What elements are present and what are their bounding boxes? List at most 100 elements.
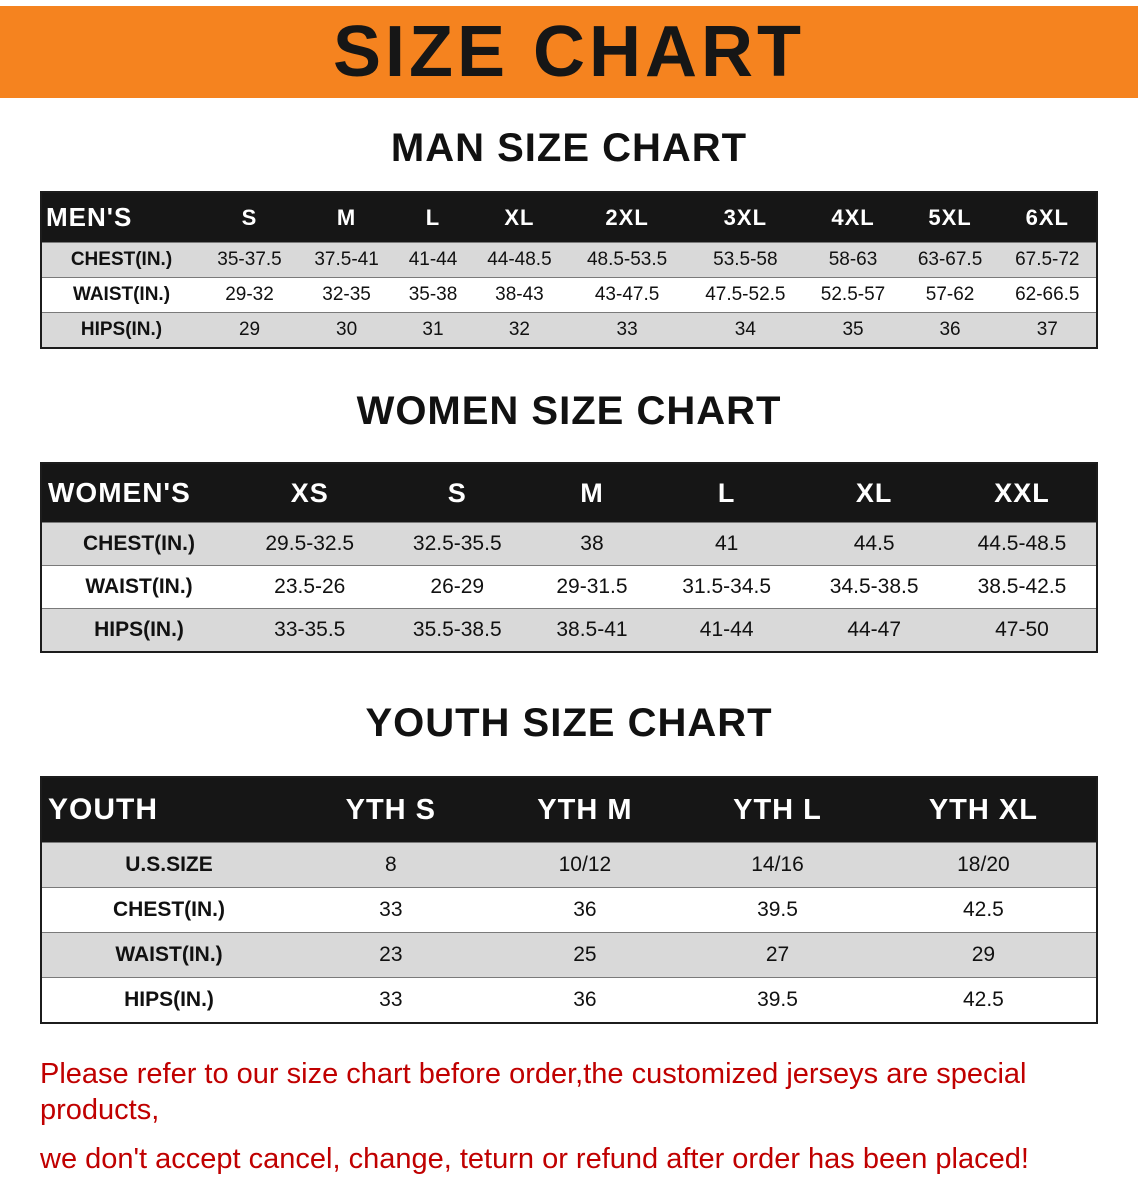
value-cell: 29-31.5 (556, 575, 628, 598)
value-cell: 29 (238, 319, 261, 340)
value-cell: 44-48.5 (487, 249, 552, 270)
men-size-section: MAN SIZE CHART MEN'S S M L XL 2XL 3XL 4XL 5XL 6XL… (0, 126, 1138, 349)
table-row: HIPS(IN.) 33-35.5 35.5-38.5 38.5-41 41-44 44-… (41, 608, 1097, 652)
table-row: WAIST(IN.) 23.5-26 26-29 29-31.5 31.5-34.5 34… (41, 565, 1097, 609)
size-header-cell: M (531, 463, 653, 523)
value-cell: 52.5-57 (820, 284, 886, 305)
value-cell: 58-63 (828, 249, 878, 270)
size-header-cell: M (298, 192, 396, 243)
value-cell: 39.5 (757, 988, 798, 1011)
table-row: CHEST(IN.) 35-37.5 37.5-41 41-44 44-48.5 48.5… (41, 242, 1097, 278)
value-cell: 14/16 (751, 853, 804, 876)
row-label-cell: CHEST(IN.) (70, 249, 173, 270)
value-cell: 36 (573, 898, 597, 921)
value-cell: 35-37.5 (217, 249, 282, 270)
value-cell: 33 (379, 988, 403, 1011)
size-header-cell: S (201, 192, 299, 243)
size-header-cell: XXL (947, 463, 1097, 523)
table-row: CHEST(IN.) 29.5-32.5 32.5-35.5 38 41 44.5 44.5… (41, 522, 1097, 566)
value-cell: 34.5-38.5 (829, 575, 919, 598)
value-cell: 8 (384, 853, 397, 876)
notice-line-1: Please refer to our size chart before or… (40, 1058, 1027, 1127)
value-cell: 41 (714, 532, 739, 555)
value-cell: 23 (379, 943, 403, 966)
value-cell: 35.5-38.5 (412, 618, 502, 641)
row-label-cell: U.S.SIZE (125, 853, 213, 876)
value-cell: 35 (842, 319, 864, 340)
table-row: HIPS(IN.) 29 30 31 32 33 34 35 36 37 (41, 312, 1097, 348)
size-header-cell: XL (800, 463, 948, 523)
size-header-cell: L (652, 463, 801, 523)
value-cell: 31.5-34.5 (682, 575, 772, 598)
size-header-cell: XL (470, 192, 568, 243)
row-label-cell: HIPS(IN.) (94, 618, 184, 641)
table-row: HIPS(IN.) 33 36 39.5 42.5 (41, 977, 1097, 1023)
value-cell: 29 (971, 943, 996, 966)
size-header-cell: 3XL (686, 192, 805, 243)
size-chart-page: SIZE CHART MAN SIZE CHART MEN'S S M L XL 2XL 3… (0, 6, 1138, 1177)
size-header-cell: XS (236, 463, 384, 523)
table-title-cell: YOUTH (41, 777, 296, 843)
table-row: WAIST(IN.) 29-32 32-35 35-38 38-43 43-47.5 47.… (41, 277, 1097, 313)
value-cell: 33-35.5 (274, 618, 346, 641)
page-title: SIZE CHART (333, 12, 805, 92)
size-header-cell: 6XL (998, 192, 1097, 243)
value-cell: 31 (422, 319, 444, 340)
value-cell: 18/20 (957, 853, 1010, 876)
women-size-section: WOMEN SIZE CHART WOMEN'S XS S M L XL XXL CHEST(… (0, 389, 1138, 653)
size-header-cell: YTH L (684, 777, 871, 843)
value-cell: 41-44 (699, 618, 754, 641)
value-cell: 36 (939, 319, 961, 340)
men-size-table: MEN'S S M L XL 2XL 3XL 4XL 5XL 6XL CHEST(IN.) 35-37… (40, 191, 1098, 349)
value-cell: 38-43 (495, 284, 544, 305)
banner: SIZE CHART (0, 6, 1138, 98)
value-cell: 63-67.5 (917, 249, 983, 270)
table-header-row: YOUTH YTH S YTH M YTH L YTH XL (41, 777, 1097, 843)
table-row: WAIST(IN.) 23 25 27 29 (41, 932, 1097, 978)
row-label-cell: WAIST(IN.) (85, 575, 193, 598)
value-cell: 44.5 (853, 532, 895, 555)
value-cell: 38.5-41 (556, 618, 628, 641)
value-cell: 23.5-26 (274, 575, 346, 598)
value-cell: 39.5 (757, 898, 798, 921)
value-cell: 30 (336, 319, 358, 340)
value-cell: 41-44 (408, 249, 458, 270)
table-title-cell: WOMEN'S (41, 463, 236, 523)
value-cell: 57-62 (925, 284, 975, 305)
value-cell: 25 (573, 943, 597, 966)
value-cell: 42.5 (962, 988, 1004, 1011)
youth-size-table: YOUTH YTH S YTH M YTH L YTH XL U.S.SIZE 8 10/12… (40, 776, 1098, 1024)
value-cell: 47-50 (995, 618, 1049, 641)
value-cell: 10/12 (558, 853, 612, 876)
women-section-heading: WOMEN SIZE CHART (356, 389, 782, 433)
youth-section-heading: YOUTH SIZE CHART (365, 701, 773, 745)
size-header-cell: 5XL (901, 192, 999, 243)
value-cell: 29.5-32.5 (265, 532, 355, 555)
value-cell: 53.5-58 (713, 249, 778, 270)
value-cell: 48.5-53.5 (586, 249, 668, 270)
value-cell: 32-35 (322, 284, 371, 305)
row-label-cell: CHEST(IN.) (83, 532, 195, 555)
value-cell: 37.5-41 (314, 249, 379, 270)
size-header-cell: S (383, 463, 532, 523)
value-cell: 37 (1036, 319, 1058, 340)
women-size-table: WOMEN'S XS S M L XL XXL CHEST(IN.) 29.5-32.5 32.5… (40, 462, 1098, 653)
row-label-cell: CHEST(IN.) (113, 898, 225, 921)
value-cell: 32.5-35.5 (412, 532, 502, 555)
table-header-row: MEN'S S M L XL 2XL 3XL 4XL 5XL 6XL (41, 192, 1097, 243)
size-header-cell: YTH S (296, 777, 486, 843)
size-header-cell: YTH M (485, 777, 685, 843)
value-cell: 26-29 (430, 575, 485, 598)
value-cell: 32 (508, 319, 530, 340)
value-cell: 35-38 (408, 284, 458, 305)
notice-line-2: we don't accept cancel, change, teturn o… (40, 1142, 1029, 1175)
row-label-cell: HIPS(IN.) (124, 988, 214, 1011)
value-cell: 44.5-48.5 (977, 532, 1067, 555)
size-header-cell: 4XL (804, 192, 902, 243)
table-row: CHEST(IN.) 33 36 39.5 42.5 (41, 887, 1097, 933)
value-cell: 33 (379, 898, 403, 921)
value-cell: 44-47 (847, 618, 902, 641)
value-cell: 36 (573, 988, 597, 1011)
value-cell: 38 (580, 532, 604, 555)
youth-size-section: YOUTH SIZE CHART YOUTH YTH S YTH M YTH L YTH… (0, 701, 1138, 1024)
